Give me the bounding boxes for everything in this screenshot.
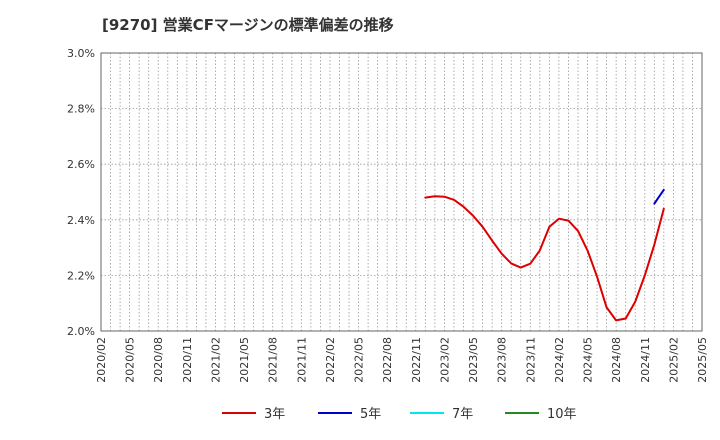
- y-tick-label: 2.4%: [67, 214, 95, 227]
- x-tick-label: 2022/11: [410, 337, 423, 383]
- legend-label-5年: 5年: [360, 407, 381, 422]
- x-tick-label: 2021/05: [238, 337, 251, 383]
- x-tick-label: 2022/05: [353, 337, 366, 383]
- series-layer: [425, 190, 664, 321]
- legend-label-3年: 3年: [264, 407, 285, 422]
- x-tick-label: 2020/02: [95, 337, 108, 383]
- x-tick-label: 2022/08: [381, 337, 394, 383]
- y-tick-label: 3.0%: [67, 47, 95, 60]
- chart-root: [9270] 営業CFマージンの標準偏差の推移 2.0% 2.2% 2.4% 2.6%…: [0, 0, 720, 440]
- x-tick-label: 2020/11: [181, 337, 194, 383]
- y-tick-label: 2.6%: [67, 158, 95, 171]
- y-tick-label: 2.2%: [67, 269, 95, 282]
- series-line-3年: [425, 196, 664, 320]
- x-tick-label: 2025/02: [667, 337, 680, 383]
- series-line-5年: [654, 190, 664, 204]
- legend-layer: 3年 5年 7年 10年: [222, 407, 577, 422]
- x-tick-label: 2025/05: [696, 337, 709, 383]
- x-tick-label: 2024/02: [553, 337, 566, 383]
- legend-label-10年: 10年: [547, 407, 577, 422]
- x-tick-label: 2023/11: [524, 337, 537, 383]
- grid-layer: [101, 53, 702, 331]
- axis-layer: 2.0% 2.2% 2.4% 2.6% 2.8% 3.0% 2020/02 2020/05 20…: [67, 47, 709, 383]
- x-tick-label: 2020/05: [124, 337, 137, 383]
- x-tick-label: 2021/02: [209, 337, 222, 383]
- plot-frame: [101, 53, 702, 331]
- x-tick-label: 2020/08: [152, 337, 165, 383]
- x-tick-label: 2023/02: [438, 337, 451, 383]
- x-tick-label: 2021/08: [267, 337, 280, 383]
- y-tick-label: 2.0%: [67, 325, 95, 338]
- x-tick-label: 2021/11: [295, 337, 308, 383]
- x-tick-label: 2024/05: [582, 337, 595, 383]
- y-tick-label: 2.8%: [67, 103, 95, 116]
- legend-label-7年: 7年: [452, 407, 473, 422]
- chart-svg: 2.0% 2.2% 2.4% 2.6% 2.8% 3.0% 2020/02 2020/05 20…: [0, 0, 720, 440]
- x-tick-label: 2023/05: [467, 337, 480, 383]
- x-tick-label: 2023/08: [496, 337, 509, 383]
- x-tick-label: 2022/02: [324, 337, 337, 383]
- x-tick-label: 2024/08: [610, 337, 623, 383]
- x-tick-label: 2024/11: [639, 337, 652, 383]
